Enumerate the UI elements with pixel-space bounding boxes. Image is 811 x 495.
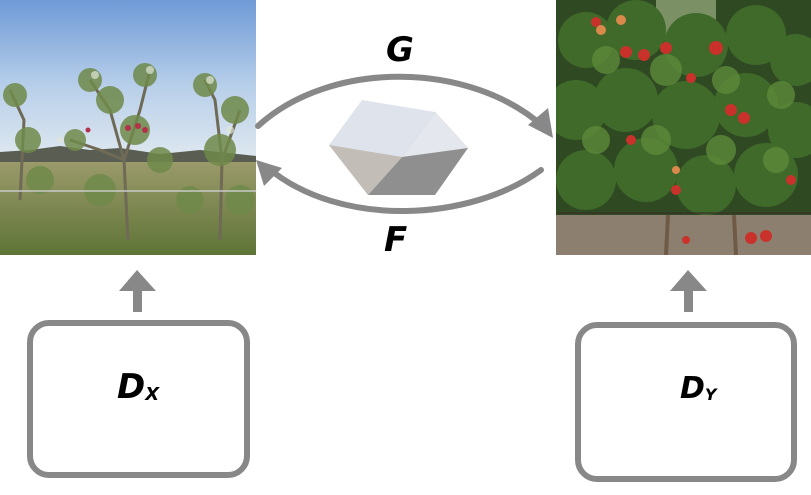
discriminator-y-label: DY [680,371,717,406]
domain-x-image [0,0,256,255]
discriminator-x-main: D [117,367,146,407]
arrow-f-head [256,160,282,186]
arrow-g [255,73,548,131]
discriminator-x-box: DX [27,320,250,478]
mapping-f-label: F [384,220,408,260]
domain-y-image [556,0,811,255]
arrow-f [265,165,544,214]
discriminator-y-main: D [680,371,705,406]
arrow-g-head [528,108,553,138]
cube-icon [329,100,468,195]
discriminator-x-label: DX [117,367,159,407]
mapping-g-label: G [386,30,414,70]
dx-up-arrow [119,270,156,312]
discriminator-y-sub: Y [704,385,717,404]
discriminator-x-sub: X [145,384,160,405]
discriminator-y-box: DY [575,322,797,482]
dy-up-arrow [670,270,707,312]
